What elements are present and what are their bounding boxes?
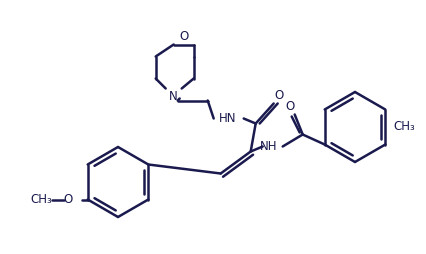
Text: NH: NH (260, 140, 277, 153)
Text: CH₃: CH₃ (393, 120, 415, 134)
Text: CH₃: CH₃ (31, 193, 52, 206)
Text: O: O (179, 30, 188, 43)
Text: HN: HN (219, 112, 236, 125)
Text: O: O (285, 100, 294, 113)
Text: N: N (169, 90, 178, 103)
Text: O: O (63, 193, 72, 206)
Text: O: O (274, 89, 283, 102)
